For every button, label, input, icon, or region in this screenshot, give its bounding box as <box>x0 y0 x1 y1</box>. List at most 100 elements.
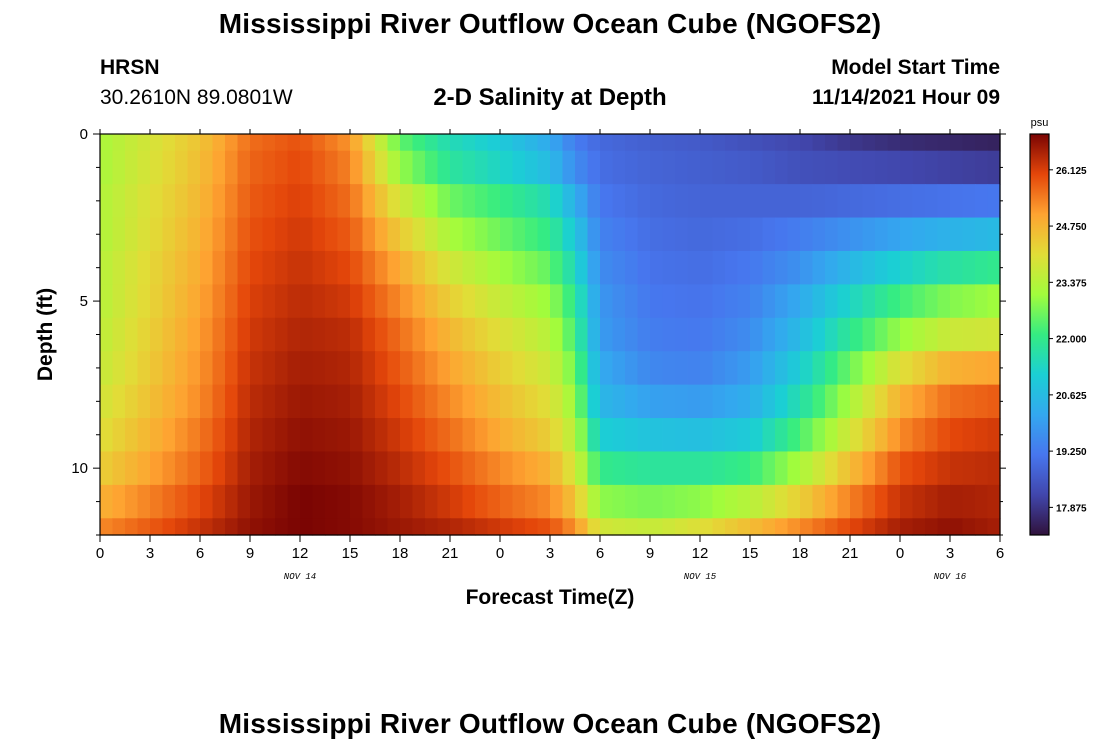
heatmap-cell <box>200 250 214 285</box>
heatmap-cell <box>387 250 401 285</box>
heatmap-cell <box>937 284 951 319</box>
x-tick-label: 3 <box>546 545 554 562</box>
heatmap-cell <box>300 250 314 285</box>
heatmap-cell <box>500 217 514 252</box>
heatmap-cell <box>962 184 976 219</box>
heatmap-cell <box>475 351 489 386</box>
heatmap-cell <box>287 134 301 152</box>
heatmap-cell <box>312 484 326 519</box>
heatmap-cell <box>112 484 126 519</box>
heatmap-cell <box>225 317 239 352</box>
heatmap-cell <box>137 418 151 453</box>
heatmap-cell <box>462 451 476 486</box>
heatmap-cell <box>787 184 801 219</box>
heatmap-cell <box>900 250 914 285</box>
heatmap-cell <box>712 134 726 152</box>
heatmap-cell <box>400 317 414 352</box>
heatmap-cell <box>725 484 739 519</box>
heatmap-cell <box>512 484 526 519</box>
heatmap-cell <box>137 384 151 419</box>
x-day-label: NOV 16 <box>934 572 967 582</box>
heatmap-cell <box>337 317 351 352</box>
heatmap-cell <box>950 384 964 419</box>
heatmap-cell <box>650 418 664 453</box>
heatmap-cell <box>562 217 576 252</box>
heatmap-cell <box>400 284 414 319</box>
heatmap-cell <box>925 317 939 352</box>
heatmap-cell <box>325 284 339 319</box>
heatmap-cell <box>600 484 614 519</box>
heatmap-cell <box>425 484 439 519</box>
heatmap-cell <box>975 134 989 152</box>
heatmap-cell <box>175 418 189 453</box>
heatmap-cell <box>425 418 439 453</box>
x-tick-label: 9 <box>646 545 654 562</box>
heatmap-cell <box>400 384 414 419</box>
heatmap-cell <box>412 451 426 486</box>
heatmap-cell <box>275 418 289 453</box>
heatmap-cell <box>212 484 226 519</box>
x-tick-label: 0 <box>896 545 904 562</box>
heatmap-cell <box>125 250 139 285</box>
heatmap-cell <box>525 418 539 453</box>
heatmap-cell <box>787 284 801 319</box>
heatmap-cell <box>575 284 589 319</box>
heatmap-cell <box>150 384 164 419</box>
heatmap-cell <box>112 317 126 352</box>
heatmap-cell <box>162 134 176 152</box>
heatmap-cell <box>750 250 764 285</box>
heatmap-cell <box>875 134 889 152</box>
heatmap-cell <box>275 250 289 285</box>
heatmap-cell <box>200 150 214 185</box>
heatmap-cell <box>600 518 614 536</box>
heatmap-cell <box>250 317 264 352</box>
heatmap-cell <box>150 484 164 519</box>
heatmap-cell <box>875 184 889 219</box>
heatmap-cell <box>550 217 564 252</box>
heatmap-cell <box>600 317 614 352</box>
heatmap-cell <box>437 250 451 285</box>
heatmap-cell <box>125 217 139 252</box>
heatmap-cell <box>275 451 289 486</box>
salinity-chart: 0 3 6 9 12 15 18 21 0 3 6 9 12 15 18 21 0 3 6 NOV 14 NOV 15 N… <box>34 117 1087 609</box>
heatmap-cell <box>612 150 626 185</box>
heatmap-cell <box>450 317 464 352</box>
heatmap-cell <box>250 518 264 536</box>
heatmap-cell <box>250 384 264 419</box>
heatmap-cell <box>112 451 126 486</box>
heatmap-cell <box>575 134 589 152</box>
heatmap-cell <box>425 134 439 152</box>
heatmap-cell <box>337 184 351 219</box>
x-axis: 0 3 6 9 12 15 18 21 0 3 6 9 12 15 18 21 0 3 6 NOV 14 NOV 15 N… <box>96 129 1004 582</box>
heatmap-cell <box>175 484 189 519</box>
heatmap-cell <box>912 284 926 319</box>
heatmap-cell <box>950 484 964 519</box>
heatmap-cell <box>900 150 914 185</box>
heatmap-cell <box>300 284 314 319</box>
heatmap-cell <box>662 250 676 285</box>
heatmap-cell <box>912 134 926 152</box>
heatmap-cell <box>450 284 464 319</box>
heatmap-cell <box>312 418 326 453</box>
heatmap-cell <box>500 384 514 419</box>
heatmap-cell <box>200 518 214 536</box>
heatmap-cell <box>487 384 501 419</box>
heatmap-cell <box>887 284 901 319</box>
heatmap-cell <box>362 384 376 419</box>
heatmap-cell <box>337 217 351 252</box>
heatmap-cell <box>650 184 664 219</box>
heatmap-cell <box>500 150 514 185</box>
heatmap-cell <box>625 250 639 285</box>
heatmap-cell <box>675 150 689 185</box>
heatmap-cell <box>450 184 464 219</box>
heatmap-cell <box>237 518 251 536</box>
heatmap-cell <box>650 518 664 536</box>
heatmap-cell <box>712 217 726 252</box>
heatmap-cell <box>450 134 464 152</box>
heatmap-cell <box>975 184 989 219</box>
heatmap-cell <box>587 418 601 453</box>
heatmap-cell <box>637 451 651 486</box>
heatmap-cell <box>987 384 1001 419</box>
heatmap-cell <box>137 518 151 536</box>
heatmap-cell <box>437 134 451 152</box>
